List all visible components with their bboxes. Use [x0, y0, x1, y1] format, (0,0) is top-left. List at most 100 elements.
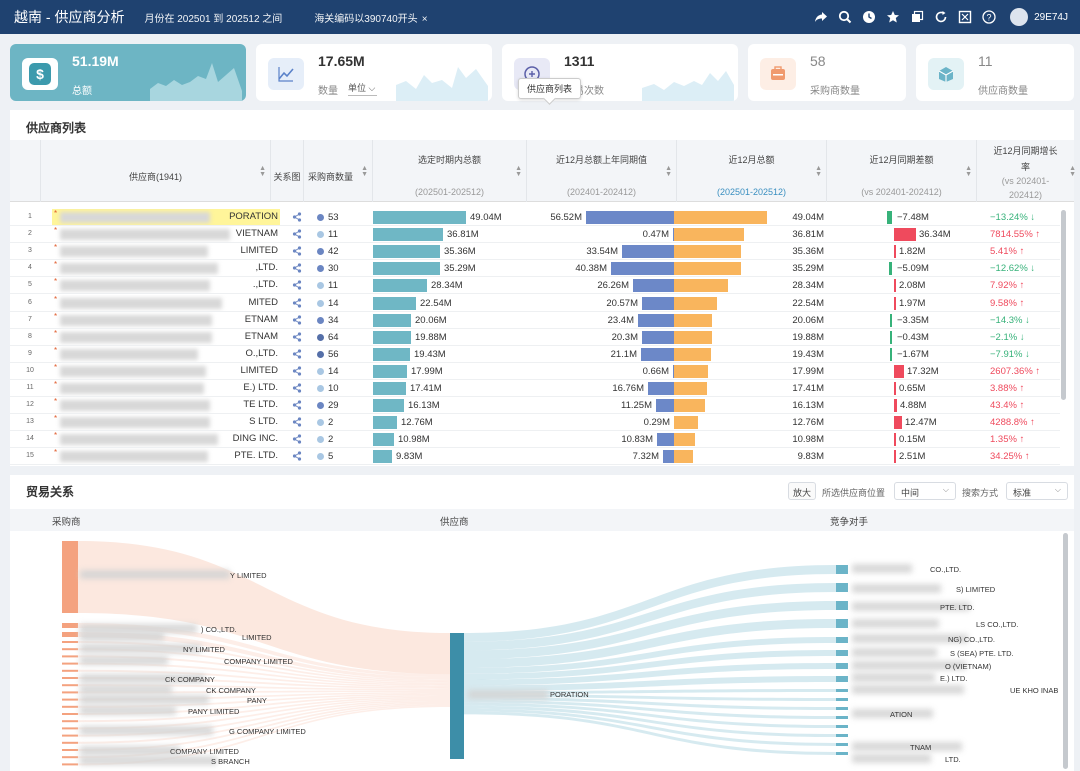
relation-graph-icon[interactable]	[292, 229, 302, 239]
supplier-name[interactable]: DING INC.	[52, 431, 280, 447]
sankey-flow-competitor[interactable]	[464, 650, 836, 680]
sankey-node-buyer[interactable]	[62, 641, 78, 643]
sankey-flow-competitor[interactable]	[464, 676, 836, 692]
competitor-label[interactable]: LTD.	[945, 755, 961, 764]
competitor-label[interactable]: TNAM	[910, 743, 932, 752]
unit-select[interactable]: 单位 ⌵	[348, 81, 378, 96]
competitor-label[interactable]: S (SEA) PTE. LTD.	[950, 649, 1014, 658]
sankey-node-competitor[interactable]	[836, 743, 848, 746]
supplier-name[interactable]: .,LTD.	[52, 277, 280, 293]
sankey-node-competitor[interactable]	[836, 619, 848, 628]
sankey-node-buyer[interactable]	[62, 691, 78, 694]
fullscreen-icon[interactable]	[958, 10, 972, 24]
relation-graph-icon[interactable]	[292, 349, 302, 359]
buyer-label[interactable]: PANY	[247, 696, 267, 705]
username[interactable]: 29E74J	[1034, 11, 1068, 23]
buyer-label[interactable]: PANY LIMITED	[188, 707, 240, 716]
table-row[interactable]: 8 ETNAM * 64 19.88M 20.3M 19.88M −0.43M −2.1% ↓	[10, 329, 1060, 346]
buyer-label[interactable]: NY LIMITED	[183, 645, 225, 654]
sankey-flow-buyer[interactable]	[78, 648, 450, 683]
table-row[interactable]: 6 MITED * 14 22.54M 20.57M 22.54M 1.97M 9.58% ↑	[10, 295, 1060, 312]
supplier-name[interactable]: LIMITED	[52, 243, 280, 259]
table-row[interactable]: 2 VIETNAM * 11 36.81M 0.47M 36.81M 36.34M 7814.5…	[10, 226, 1060, 244]
sort-icon[interactable]: ▲ ▼	[361, 165, 368, 178]
supplier-name[interactable]: ETNAM	[52, 329, 280, 345]
sankey-node-buyer[interactable]	[62, 648, 78, 651]
th-diff[interactable]: 近12月同期差额 (vs 202401-202412) ▲ ▼	[827, 140, 977, 202]
sankey-flow-competitor[interactable]	[464, 637, 836, 674]
table-row[interactable]: 10 LIMITED * 14 17.99M 0.66M 17.99M 17.32M 2607.…	[10, 363, 1060, 380]
sankey-node-buyer[interactable]	[62, 727, 78, 730]
sort-icon[interactable]: ▲ ▼	[259, 165, 266, 178]
table-row[interactable]: 7 ETNAM * 34 20.06M 23.4M 20.06M −3.35M −14.3% ↓	[10, 312, 1060, 329]
kpi-card-total[interactable]: $ 51.19M 总额	[10, 44, 246, 101]
zoom-button[interactable]: 放大	[788, 482, 817, 500]
supplier-name[interactable]: ,LTD.	[52, 260, 280, 276]
competitor-label[interactable]: O (VIETNAM)	[945, 662, 992, 671]
position-select[interactable]: 中间 ⌵	[894, 482, 956, 500]
sankey-node-competitor[interactable]	[836, 676, 848, 682]
kpi-card-buyers[interactable]: 58 采购商数量	[748, 44, 906, 101]
sankey-flow-buyer[interactable]	[78, 702, 450, 751]
buyer-label[interactable]: Y LIMITED	[230, 571, 267, 580]
competitor-label[interactable]: ATION	[890, 710, 913, 719]
sankey-flow-competitor[interactable]	[464, 699, 836, 719]
th-growth[interactable]: 近12月同期增长率 (vs 202401- 202412) ▲ ▼	[977, 140, 1076, 202]
table-row[interactable]: 13 S LTD. * 2 12.76M 0.29M 12.76M 12.47M 4288.8%…	[10, 414, 1060, 432]
sankey-node-competitor[interactable]	[836, 637, 848, 643]
sankey-flow-competitor[interactable]	[464, 705, 836, 737]
supplier-name[interactable]: VIETNAM	[52, 226, 280, 242]
buyer-label[interactable]: COMPANY LIMITED	[170, 747, 239, 756]
sankey-node-buyer[interactable]	[62, 669, 78, 672]
copy-icon[interactable]	[910, 10, 924, 24]
sankey-node-competitor[interactable]	[836, 689, 848, 692]
competitor-label[interactable]: NG) CO.,LTD.	[948, 635, 995, 644]
filter-hs-code[interactable]: 海关编码以390740开头 ×	[314, 10, 427, 25]
sankey-flow-buyer[interactable]	[78, 696, 450, 723]
relation-graph-icon[interactable]	[292, 366, 302, 376]
supplier-name[interactable]: MITED	[52, 295, 280, 311]
sankey-node-competitor[interactable]	[836, 725, 848, 728]
table-row[interactable]: 9 O.,LTD. * 56 19.43M 21.1M 19.43M −1.67M −7.91%…	[10, 346, 1060, 363]
relation-graph-icon[interactable]	[292, 212, 302, 222]
sankey-flow-competitor[interactable]	[464, 583, 836, 651]
filter-close-icon[interactable]: ×	[421, 13, 428, 25]
buyer-label[interactable]: CK COMPANY	[206, 686, 256, 695]
sankey-flow-competitor[interactable]	[464, 711, 836, 755]
supplier-name[interactable]: E.) LTD.	[52, 380, 280, 396]
sankey-flow-buyer[interactable]	[78, 703, 450, 759]
clock-icon[interactable]	[862, 10, 876, 24]
sort-icon[interactable]: ▲ ▼	[515, 165, 522, 178]
sankey-node-buyer[interactable]	[62, 734, 78, 737]
sankey-flow-buyer[interactable]	[78, 693, 450, 708]
competitor-label[interactable]: CO.,LTD.	[930, 565, 962, 574]
sankey-node-buyer[interactable]	[62, 741, 78, 744]
table-row[interactable]: 5 .,LTD. * 11 28.34M 26.26M 28.34M 2.08M 7.92% ↑	[10, 277, 1060, 295]
th-supplier[interactable]: 供应商(1941) ▲ ▼	[41, 140, 271, 202]
sankey-flow-buyer[interactable]	[78, 705, 450, 766]
sankey-flow-competitor[interactable]	[464, 601, 836, 660]
relation-graph-icon[interactable]	[292, 434, 302, 444]
th-buyers[interactable]: 采购商数量 ▲ ▼	[304, 140, 373, 202]
sankey-flow-competitor[interactable]	[464, 702, 836, 728]
relation-graph-icon[interactable]	[292, 400, 302, 410]
kpi-card-suppliers[interactable]: 11 供应商数量	[916, 44, 1074, 101]
sankey-flow-buyer[interactable]	[78, 632, 450, 680]
sort-icon[interactable]: ▲ ▼	[665, 165, 672, 178]
buyer-label[interactable]: LIMITED	[242, 633, 272, 642]
sankey-node-buyer[interactable]	[62, 705, 78, 708]
table-row[interactable]: 15 PTE. LTD. * 5 9.83M 7.32M 9.83M 2.51M 34.25% …	[10, 448, 1060, 466]
competitor-label[interactable]: LS CO.,LTD.	[976, 620, 1019, 629]
help-icon[interactable]: ?	[982, 10, 996, 24]
sankey-flow-buyer[interactable]	[78, 662, 450, 686]
sankey-node-buyer[interactable]	[62, 763, 78, 766]
sankey-flow-buyer[interactable]	[78, 697, 450, 730]
relation-graph-icon[interactable]	[292, 263, 302, 273]
competitor-label[interactable]: S) LIMITED	[956, 585, 996, 594]
sankey-node-buyer[interactable]	[62, 749, 78, 751]
th-period-total[interactable]: 选定时期内总额 (202501-202512) ▲ ▼	[373, 140, 527, 202]
competitor-label[interactable]: E.) LTD.	[940, 674, 968, 683]
sankey-flow-competitor[interactable]	[464, 708, 836, 746]
sankey-node-competitor[interactable]	[836, 734, 848, 737]
table-row[interactable]: 11 E.) LTD. * 10 17.41M 16.76M 17.41M 0.65M 3.88…	[10, 380, 1060, 398]
